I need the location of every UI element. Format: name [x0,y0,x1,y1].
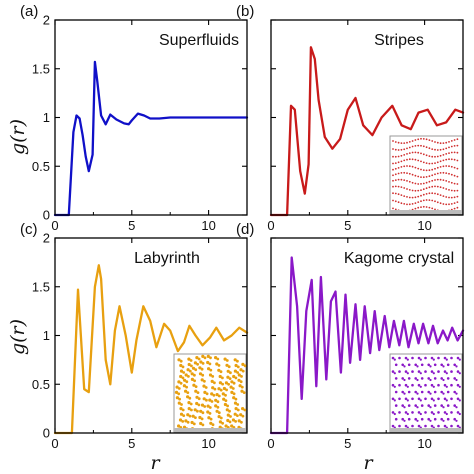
gr-curve [53,264,249,435]
y-tick-label: 1 [43,110,50,125]
plot-frame [54,19,248,216]
panel-title: Superfluids [159,32,239,49]
y-tick-label: 0.5 [32,377,50,392]
panel-label: (a) [20,3,38,20]
plot-frame [270,19,464,216]
x-tick-label: 5 [128,436,135,451]
x-tick-label: 5 [344,436,351,451]
panel-4: 0 5 10 (d) Kagome crystal [236,221,465,451]
y-axis-label-bottom: g(r) [7,319,29,355]
x-tick-label: 5 [128,218,135,233]
panel-title: Labyrinth [134,250,200,267]
inset-labyrinth [173,353,247,433]
y-tick-label: 0.5 [32,159,50,174]
x-tick-label: 0 [51,436,58,451]
plot-frame [54,237,248,434]
gr-curve [269,256,465,435]
panel-label: (c) [20,221,38,238]
panel-label: (b) [236,3,254,20]
gr-curve [269,46,465,217]
y-tick-label: 0 [43,426,50,441]
x-tick-label: 10 [201,218,215,233]
plot-frame [270,237,464,434]
x-tick-label: 0 [51,218,58,233]
inset-kagome [389,353,463,433]
y-tick-label: 2 [43,13,50,28]
panel-label: (d) [236,221,254,238]
y-axis-label-top: g(r) [7,119,29,155]
x-tick-label: 10 [201,436,215,451]
y-tick-label: 0 [43,208,50,223]
x-tick-label: 0 [267,436,274,451]
y-tick-label: 2 [43,231,50,246]
x-tick-label: 10 [417,436,431,451]
x-tick-label: 10 [417,218,431,233]
x-axis-label-right: r [363,452,374,474]
panel-2: 0 5 10 (b) Stripes [236,3,465,233]
y-tick-label: 1 [43,328,50,343]
gr-curve [53,60,249,217]
panel-title: Kagome crystal [344,250,454,267]
x-tick-label: 5 [344,218,351,233]
y-tick-label: 1.5 [32,279,50,294]
panel-3: 0 5 10 0 0.5 1 1.5 2 (c) Labyrinth [20,221,249,451]
x-tick-label: 0 [267,218,274,233]
x-axis-label-left: r [150,452,161,474]
inset-stripes [389,135,463,215]
y-tick-label: 1.5 [32,61,50,76]
panel-1: 0 5 10 0 0.5 1 1.5 2 (a) Superfluids [20,3,249,233]
panel-title: Stripes [374,32,424,49]
